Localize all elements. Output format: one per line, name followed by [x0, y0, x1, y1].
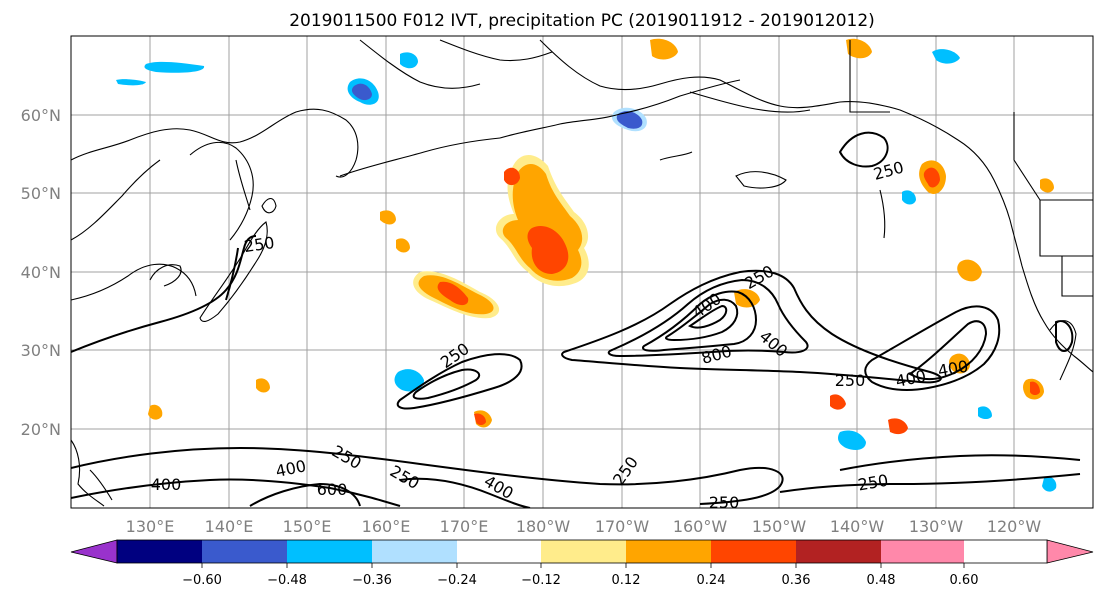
colorbar-outline — [116, 539, 1048, 564]
contour-label: 400 — [151, 475, 182, 494]
contour-label: 250 — [835, 371, 866, 390]
lon-label: 120°W — [987, 517, 1042, 536]
figure-title: 2019011500 F012 IVT, precipitation PC (2… — [289, 11, 875, 31]
colorbar-segment — [711, 540, 796, 563]
lon-label: 130°E — [126, 517, 175, 536]
lon-label: 180°W — [516, 517, 571, 536]
lat-label: 30°N — [21, 341, 61, 360]
coastlines — [71, 39, 1093, 507]
colorbar-extend-high — [1046, 539, 1094, 564]
colorbar-extend-low — [70, 539, 118, 564]
lon-label: 150°E — [283, 517, 332, 536]
colorbar: −0.60 −0.48 −0.36 −0.24 −0.12 0.12 0.24 … — [70, 539, 1094, 588]
lon-label: 160°E — [362, 517, 411, 536]
lon-label: 170°E — [440, 517, 489, 536]
colorbar-tick-label: 0.48 — [867, 573, 896, 588]
colorbar-tick-label: −0.12 — [521, 573, 561, 588]
colorbar-segment — [372, 540, 457, 563]
colorbar-tick-label: −0.36 — [352, 573, 392, 588]
lon-label: 150°W — [752, 517, 807, 536]
lon-label: 170°W — [595, 517, 650, 536]
lon-label: 140°E — [205, 517, 254, 536]
ivt-contours — [71, 131, 1081, 508]
longitude-labels: 130°E 140°E 150°E 160°E 170°E 180°W 170°… — [126, 517, 1042, 536]
colorbar-segment — [287, 540, 372, 563]
lon-label: 160°W — [673, 517, 728, 536]
colorbar-tick-label: 0.60 — [950, 573, 979, 588]
colorbar-tick-label: 0.12 — [612, 573, 641, 588]
colorbar-segment — [117, 540, 202, 563]
contour-label: 600 — [317, 480, 348, 499]
precipitation-shading — [116, 38, 1057, 492]
lon-label: 140°W — [830, 517, 885, 536]
lat-label: 40°N — [21, 263, 61, 282]
colorbar-tick-label: −0.60 — [182, 573, 222, 588]
colorbar-tick-label: −0.24 — [437, 573, 477, 588]
map-frame — [70, 35, 1094, 509]
lat-label: 50°N — [21, 184, 61, 203]
colorbar-segment — [964, 540, 1047, 563]
colorbar-segment — [541, 540, 626, 563]
lat-label: 20°N — [21, 420, 61, 439]
latitude-labels: 60°N 50°N 40°N 30°N 20°N — [21, 106, 61, 439]
colorbar-tick-label: −0.48 — [267, 573, 307, 588]
contour-label: 250 — [709, 493, 740, 512]
colorbar-segment — [626, 540, 711, 563]
lon-label: 130°W — [909, 517, 964, 536]
colorbar-segment — [457, 540, 541, 563]
contour-label: 250 — [243, 233, 276, 256]
colorbar-tick-label: 0.24 — [697, 573, 726, 588]
colorbar-ticks — [201, 563, 965, 568]
colorbar-segment — [202, 540, 287, 563]
colorbar-tick-label: 0.36 — [782, 573, 811, 588]
colorbar-segment — [796, 540, 881, 563]
colorbar-segment — [881, 540, 964, 563]
lat-label: 60°N — [21, 106, 61, 125]
